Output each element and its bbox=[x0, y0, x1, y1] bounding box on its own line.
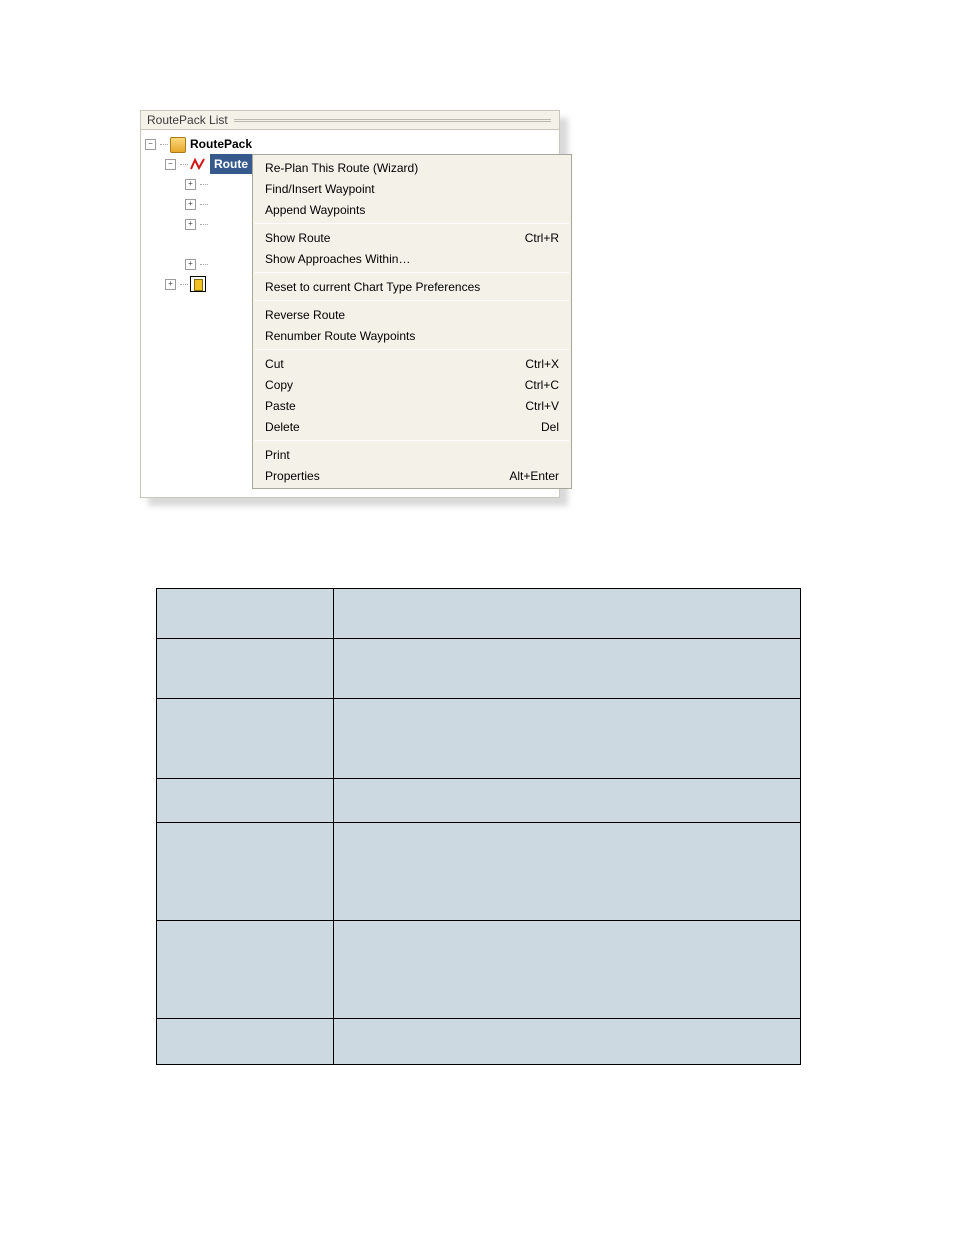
context-menu-label: Delete bbox=[265, 420, 523, 434]
expander-plus-icon[interactable]: + bbox=[165, 279, 176, 290]
context-menu-item[interactable]: Find/Insert Waypoint bbox=[253, 178, 571, 199]
context-menu-shortcut: Del bbox=[523, 420, 559, 434]
context-menu-label: Reset to current Chart Type Preferences bbox=[265, 280, 559, 294]
table-cell bbox=[334, 921, 801, 1019]
tree-root[interactable]: − RoutePack bbox=[145, 134, 252, 154]
table-cell bbox=[157, 921, 334, 1019]
tree-connector bbox=[200, 199, 208, 210]
table-row bbox=[157, 639, 801, 699]
table-cell bbox=[334, 699, 801, 779]
table-cell bbox=[334, 779, 801, 823]
context-menu-label: Print bbox=[265, 448, 559, 462]
expander-plus-icon[interactable]: + bbox=[185, 179, 196, 190]
context-menu-item[interactable]: DeleteDel bbox=[253, 416, 571, 437]
door-icon bbox=[190, 276, 206, 292]
context-menu-item[interactable]: PropertiesAlt+Enter bbox=[253, 465, 571, 486]
tree-child-4[interactable]: + bbox=[145, 254, 252, 274]
table-cell bbox=[334, 639, 801, 699]
table-row bbox=[157, 1019, 801, 1065]
panel-body: − RoutePack − Route bbox=[141, 129, 559, 497]
table-row bbox=[157, 823, 801, 921]
context-menu-item[interactable]: CopyCtrl+C bbox=[253, 374, 571, 395]
context-menu-label: Show Approaches Within… bbox=[265, 252, 559, 266]
context-menu-label: Properties bbox=[265, 469, 491, 483]
folder-icon bbox=[170, 137, 186, 153]
context-menu-separator bbox=[255, 440, 569, 441]
tree-route[interactable]: − Route bbox=[145, 154, 252, 174]
expander-minus-icon[interactable]: − bbox=[145, 139, 156, 150]
tree-connector bbox=[180, 159, 188, 170]
tree-child-2[interactable]: + bbox=[145, 194, 252, 214]
context-menu-separator bbox=[255, 223, 569, 224]
context-menu-item[interactable]: CutCtrl+X bbox=[253, 353, 571, 374]
tree-connector bbox=[200, 259, 208, 270]
context-menu-shortcut: Ctrl+V bbox=[507, 399, 559, 413]
context-menu-label: Append Waypoints bbox=[265, 203, 559, 217]
tree-spacer bbox=[145, 234, 252, 254]
context-menu-item[interactable]: PasteCtrl+V bbox=[253, 395, 571, 416]
context-menu-label: Show Route bbox=[265, 231, 507, 245]
tree-connector bbox=[180, 279, 188, 290]
tree-connector bbox=[200, 179, 208, 190]
context-menu-label: Copy bbox=[265, 378, 507, 392]
tree-root-label: RoutePack bbox=[190, 134, 252, 154]
context-menu-label: Cut bbox=[265, 357, 507, 371]
context-menu-item[interactable]: Append Waypoints bbox=[253, 199, 571, 220]
context-menu-item[interactable]: Show RouteCtrl+R bbox=[253, 227, 571, 248]
panel-header: RoutePack List bbox=[141, 111, 559, 129]
table-row bbox=[157, 779, 801, 823]
tree: − RoutePack − Route bbox=[145, 134, 254, 489]
table-row bbox=[157, 699, 801, 779]
context-menu-label: Find/Insert Waypoint bbox=[265, 182, 559, 196]
table-cell bbox=[157, 1019, 334, 1065]
table-cell bbox=[334, 1019, 801, 1065]
context-menu-item[interactable]: Print bbox=[253, 444, 571, 465]
table-cell bbox=[157, 639, 334, 699]
table-cell bbox=[157, 823, 334, 921]
table-row bbox=[157, 589, 801, 639]
context-menu-item[interactable]: Show Approaches Within… bbox=[253, 248, 571, 269]
tree-connector bbox=[160, 139, 168, 150]
context-menu-label: Paste bbox=[265, 399, 507, 413]
context-menu-label: Renumber Route Waypoints bbox=[265, 329, 559, 343]
table-cell bbox=[334, 589, 801, 639]
table-row bbox=[157, 921, 801, 1019]
tree-connector bbox=[200, 219, 208, 230]
routepack-panel-wrap: RoutePack List − RoutePack − bbox=[140, 110, 560, 498]
context-menu-shortcut: Ctrl+C bbox=[507, 378, 559, 392]
table-cell bbox=[157, 699, 334, 779]
options-table bbox=[156, 588, 801, 1065]
context-menu-separator bbox=[255, 300, 569, 301]
expander-plus-icon[interactable]: + bbox=[185, 259, 196, 270]
context-menu-separator bbox=[255, 272, 569, 273]
panel-title: RoutePack List bbox=[147, 113, 228, 127]
route-icon bbox=[190, 156, 206, 172]
route-label: Route bbox=[210, 154, 252, 174]
context-menu-label: Reverse Route bbox=[265, 308, 559, 322]
context-menu-separator bbox=[255, 349, 569, 350]
table-cell bbox=[334, 823, 801, 921]
table-cell bbox=[157, 779, 334, 823]
context-menu-item[interactable]: Renumber Route Waypoints bbox=[253, 325, 571, 346]
context-menu-label: Re-Plan This Route (Wizard) bbox=[265, 161, 559, 175]
expander-plus-icon[interactable]: + bbox=[185, 199, 196, 210]
table-cell bbox=[157, 589, 334, 639]
tree-child-1[interactable]: + bbox=[145, 174, 252, 194]
context-menu-item[interactable]: Reset to current Chart Type Preferences bbox=[253, 276, 571, 297]
panel-header-line bbox=[234, 119, 551, 122]
tree-door[interactable]: + bbox=[145, 274, 252, 294]
expander-plus-icon[interactable]: + bbox=[185, 219, 196, 230]
tree-child-3[interactable]: + bbox=[145, 214, 252, 234]
context-menu-shortcut: Ctrl+R bbox=[507, 231, 559, 245]
context-menu-item[interactable]: Reverse Route bbox=[253, 304, 571, 325]
routepack-panel: RoutePack List − RoutePack − bbox=[140, 110, 560, 498]
expander-minus-icon[interactable]: − bbox=[165, 159, 176, 170]
context-menu-shortcut: Ctrl+X bbox=[507, 357, 559, 371]
context-menu-shortcut: Alt+Enter bbox=[491, 469, 559, 483]
context-menu-item[interactable]: Re-Plan This Route (Wizard) bbox=[253, 157, 571, 178]
context-menu: Re-Plan This Route (Wizard) Find/Insert W… bbox=[252, 154, 572, 489]
